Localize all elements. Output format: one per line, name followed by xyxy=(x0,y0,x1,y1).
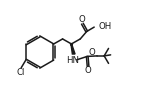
Text: O: O xyxy=(85,66,91,75)
Text: OH: OH xyxy=(98,22,111,31)
Text: HN: HN xyxy=(66,56,79,65)
Text: O: O xyxy=(78,15,85,24)
Text: O: O xyxy=(89,48,96,57)
Text: Cl: Cl xyxy=(16,68,25,77)
Polygon shape xyxy=(71,45,75,54)
